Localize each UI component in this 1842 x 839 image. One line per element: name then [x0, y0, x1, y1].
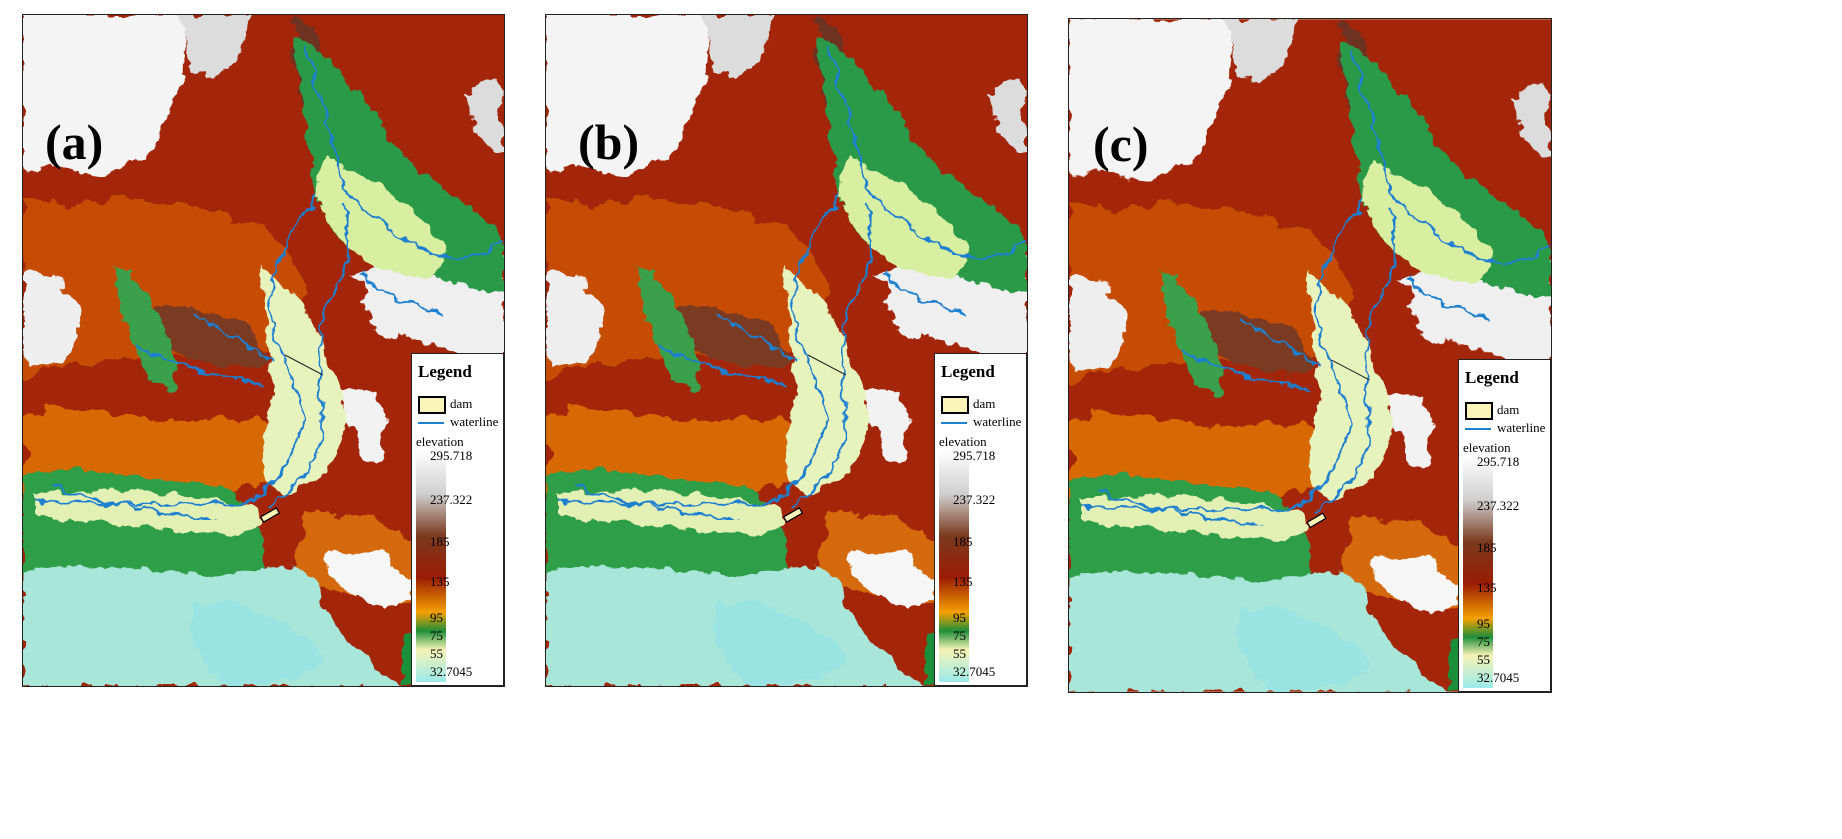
dam-swatch [1465, 402, 1493, 420]
panel-label-b: (b) [578, 114, 640, 170]
tick-135: 135 [430, 574, 450, 589]
elevation-label: elevation [416, 434, 464, 449]
dam-label: dam [1497, 402, 1520, 417]
legend-title: Legend [418, 362, 472, 381]
tick-32: 32.7045 [430, 664, 473, 679]
elevation-label: elevation [1463, 440, 1511, 455]
tick-95: 95 [430, 610, 443, 625]
tick-237: 237.322 [1477, 498, 1520, 513]
elevation-ramp [416, 450, 446, 682]
elevation-ramp [1463, 456, 1493, 688]
tick-135: 135 [953, 574, 973, 589]
tick-185: 185 [1477, 540, 1497, 555]
tick-32: 32.7045 [1477, 670, 1520, 685]
tick-95: 95 [1477, 616, 1490, 631]
waterline-swatch [418, 422, 444, 424]
tick-295: 295.718 [953, 448, 996, 463]
legend-b: Legend dam waterline elevation 295.718 2… [934, 353, 1027, 686]
tick-237: 237.322 [430, 492, 473, 507]
tick-237: 237.322 [953, 492, 996, 507]
map-panel-a: (a) Legend dam waterline elevation 295.7… [22, 14, 505, 687]
waterline-swatch [941, 422, 967, 424]
tick-75: 75 [1477, 634, 1490, 649]
elevation-ramp [939, 450, 969, 682]
panel-label-a: (a) [45, 114, 104, 170]
legend-a: Legend dam waterline elevation 295.718 2… [411, 353, 504, 686]
waterline-label: waterline [973, 414, 1022, 429]
dam-label: dam [450, 396, 473, 411]
tick-295: 295.718 [1477, 454, 1520, 469]
tick-185: 185 [953, 534, 973, 549]
tick-55: 55 [430, 646, 443, 661]
dam-swatch [418, 396, 446, 414]
map-panel-b: (b) Legend dam waterline elevation 295.7… [545, 14, 1028, 687]
tick-55: 55 [953, 646, 966, 661]
tick-295: 295.718 [430, 448, 473, 463]
dam-label: dam [973, 396, 996, 411]
legend-title: Legend [941, 362, 995, 381]
waterline-label: waterline [1497, 420, 1546, 435]
legend-c: Legend dam waterline elevation 295.718 2… [1458, 359, 1551, 692]
tick-95: 95 [953, 610, 966, 625]
tick-75: 75 [430, 628, 443, 643]
tick-55: 55 [1477, 652, 1490, 667]
legend-title: Legend [1465, 368, 1519, 387]
dam-swatch [941, 396, 969, 414]
waterline-label: waterline [450, 414, 499, 429]
tick-32: 32.7045 [953, 664, 996, 679]
tick-75: 75 [953, 628, 966, 643]
elevation-label: elevation [939, 434, 987, 449]
map-panel-c: (c) Legend dam waterline elevation 295.7… [1068, 18, 1552, 693]
panel-label-c: (c) [1093, 116, 1149, 172]
tick-135: 135 [1477, 580, 1497, 595]
waterline-swatch [1465, 428, 1491, 430]
tick-185: 185 [430, 534, 450, 549]
